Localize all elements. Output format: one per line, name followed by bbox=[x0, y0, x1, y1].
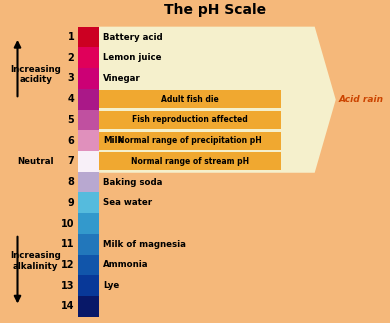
Text: Sea water: Sea water bbox=[103, 198, 152, 207]
Text: Lemon juice: Lemon juice bbox=[103, 53, 161, 62]
Text: 14: 14 bbox=[61, 301, 74, 311]
Bar bbox=[78, 172, 99, 193]
Bar bbox=[78, 255, 99, 275]
Bar bbox=[78, 193, 99, 213]
Text: 13: 13 bbox=[61, 281, 74, 291]
Bar bbox=[78, 130, 99, 151]
Text: 5: 5 bbox=[67, 115, 74, 125]
Text: Acid rain: Acid rain bbox=[339, 95, 383, 104]
Bar bbox=[99, 131, 281, 150]
Polygon shape bbox=[99, 27, 336, 173]
Bar bbox=[78, 27, 99, 47]
Text: Adult fish die: Adult fish die bbox=[161, 95, 219, 104]
Bar bbox=[99, 111, 281, 129]
Bar bbox=[78, 89, 99, 109]
Text: 8: 8 bbox=[67, 177, 74, 187]
Text: 2: 2 bbox=[67, 53, 74, 63]
Text: Normal range of stream pH: Normal range of stream pH bbox=[131, 157, 249, 166]
Bar bbox=[78, 213, 99, 234]
Text: Milk of magnesia: Milk of magnesia bbox=[103, 240, 186, 249]
Text: Neutral: Neutral bbox=[18, 157, 54, 166]
Bar bbox=[78, 109, 99, 130]
Text: Normal range of precipitation pH: Normal range of precipitation pH bbox=[118, 136, 262, 145]
Text: 3: 3 bbox=[67, 73, 74, 83]
Text: The pH Scale: The pH Scale bbox=[164, 3, 266, 17]
Bar bbox=[78, 151, 99, 172]
Text: 10: 10 bbox=[61, 219, 74, 228]
Text: Increasing
alkalinity: Increasing alkalinity bbox=[11, 251, 61, 271]
Text: Vinegar: Vinegar bbox=[103, 74, 141, 83]
Text: Milk: Milk bbox=[103, 136, 124, 145]
Text: 9: 9 bbox=[67, 198, 74, 208]
Text: Ammonia: Ammonia bbox=[103, 260, 149, 269]
Bar bbox=[78, 68, 99, 89]
Text: Battery acid: Battery acid bbox=[103, 33, 163, 42]
Text: 1: 1 bbox=[67, 32, 74, 42]
Bar bbox=[99, 90, 281, 108]
Text: 12: 12 bbox=[61, 260, 74, 270]
Text: Lye: Lye bbox=[103, 281, 119, 290]
Text: 6: 6 bbox=[67, 136, 74, 146]
Text: 11: 11 bbox=[61, 239, 74, 249]
Text: 7: 7 bbox=[67, 156, 74, 166]
Bar bbox=[78, 296, 99, 317]
Text: Increasing
acidity: Increasing acidity bbox=[11, 65, 61, 84]
Text: Fish reproduction affected: Fish reproduction affected bbox=[132, 115, 248, 124]
Text: 4: 4 bbox=[67, 94, 74, 104]
Bar bbox=[78, 47, 99, 68]
Bar bbox=[99, 152, 281, 171]
Bar bbox=[78, 275, 99, 296]
Text: Baking soda: Baking soda bbox=[103, 178, 163, 187]
Bar bbox=[78, 234, 99, 255]
